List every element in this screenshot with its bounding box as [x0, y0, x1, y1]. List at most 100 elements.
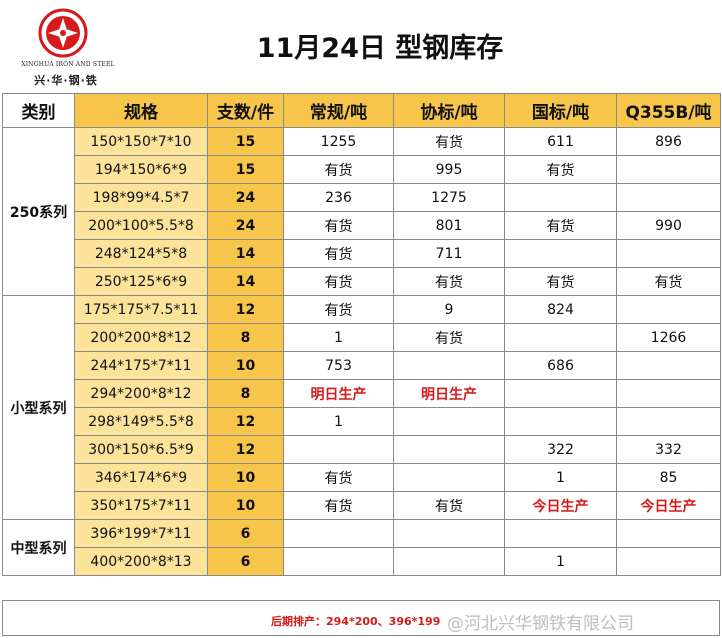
regular-cell: 1 [283, 323, 394, 352]
regular-cell: 明日生产 [283, 379, 394, 408]
spec-cell: 194*150*6*9 [74, 155, 208, 184]
national-cell [504, 183, 617, 212]
regular-cell: 有货 [283, 491, 394, 520]
inventory-body: 250系列 150*150*7*10 15 1255 有货 611 896 194*150*6… [2, 127, 721, 576]
xinghua-logo-icon [38, 8, 88, 58]
regular-cell: 有货 [283, 267, 394, 296]
table-row: 小型系列 175*175*7.5*11 12 有货 9 824 [2, 295, 721, 520]
count-cell: 10 [207, 463, 284, 492]
header-category: 类别 [2, 93, 75, 128]
assoc-cell [393, 351, 505, 380]
spec-cell: 198*99*4.5*7 [74, 183, 208, 212]
assoc-cell: 明日生产 [393, 379, 505, 408]
spec-cell: 175*175*7.5*11 [74, 295, 208, 324]
count-cell: 24 [207, 211, 284, 240]
page-header: XINGHUA IRON AND STEEL 兴·华·钢·铁 11月24日 型钢… [0, 0, 722, 93]
table-row: 350*175*7*11 10 有货 有货 今日生产 今日生产 [3, 491, 721, 520]
count-cell: 14 [207, 267, 284, 296]
footer-note: 后期排产：294*200、396*199 [271, 615, 441, 628]
regular-cell: 有货 [283, 155, 394, 184]
national-cell [504, 323, 617, 352]
category-cell: 中型系列 [2, 519, 75, 576]
count-cell: 10 [207, 491, 284, 520]
table-row: 294*200*8*12 8 明日生产 明日生产 [3, 379, 721, 408]
q355b-cell: 今日生产 [616, 491, 721, 520]
count-cell: 8 [207, 379, 284, 408]
national-cell: 有货 [504, 267, 617, 296]
spec-cell: 150*150*7*10 [74, 127, 208, 156]
spec-cell: 346*174*6*9 [74, 463, 208, 492]
logo-english-text: XINGHUA IRON AND STEEL [21, 61, 115, 68]
q355b-cell [616, 351, 721, 380]
table-row: 194*150*6*9 15 有货 995 有货 [3, 155, 721, 184]
national-cell: 686 [504, 351, 617, 380]
logo-chinese-text: 兴·华·钢·铁 [34, 74, 98, 87]
q355b-cell [616, 407, 721, 436]
q355b-cell [616, 547, 721, 576]
assoc-cell [393, 407, 505, 436]
assoc-cell: 有货 [393, 323, 505, 352]
regular-cell: 有货 [283, 239, 394, 268]
regular-cell: 1 [283, 407, 394, 436]
assoc-cell: 有货 [393, 267, 505, 296]
q355b-cell: 85 [616, 463, 721, 492]
count-cell: 15 [207, 155, 284, 184]
watermark: @河北兴华钢铁有限公司 [447, 614, 634, 634]
q355b-cell [616, 519, 721, 548]
q355b-cell: 有货 [616, 267, 721, 296]
national-cell: 322 [504, 435, 617, 464]
national-cell: 有货 [504, 211, 617, 240]
national-cell [504, 379, 617, 408]
count-cell: 12 [207, 295, 284, 324]
assoc-cell: 9 [393, 295, 505, 324]
spec-cell: 200*100*5.5*8 [74, 211, 208, 240]
count-cell: 12 [207, 435, 284, 464]
national-cell: 1 [504, 547, 617, 576]
count-cell: 15 [207, 127, 284, 156]
assoc-cell: 1275 [393, 183, 505, 212]
inventory-table: 类别 规格 支数/件 常规/吨 协标/吨 国标/吨 Q355B/吨 250系列 1… [2, 93, 721, 576]
regular-cell: 有货 [283, 211, 394, 240]
table-row: 中型系列 396*199*7*11 6 [2, 519, 721, 576]
count-cell: 10 [207, 351, 284, 380]
regular-cell [283, 435, 394, 464]
regular-cell: 有货 [283, 463, 394, 492]
q355b-cell [616, 295, 721, 324]
national-cell [504, 407, 617, 436]
table-row: 346*174*6*9 10 有货 1 85 [3, 463, 721, 492]
q355b-cell: 896 [616, 127, 721, 156]
count-cell: 12 [207, 407, 284, 436]
count-cell: 24 [207, 183, 284, 212]
q355b-cell [616, 379, 721, 408]
header-regular: 常规/吨 [283, 93, 394, 128]
header-row: 类别 规格 支数/件 常规/吨 协标/吨 国标/吨 Q355B/吨 [2, 93, 721, 128]
spec-cell: 350*175*7*11 [74, 491, 208, 520]
assoc-cell: 801 [393, 211, 505, 240]
table-row: 200*100*5.5*8 24 有货 801 有货 990 [3, 211, 721, 240]
regular-cell: 有货 [283, 295, 394, 324]
regular-cell: 236 [283, 183, 394, 212]
assoc-cell: 711 [393, 239, 505, 268]
q355b-cell: 332 [616, 435, 721, 464]
table-row: 298*149*5.5*8 12 1 [3, 407, 721, 436]
regular-cell: 753 [283, 351, 394, 380]
regular-cell [283, 547, 394, 576]
spec-cell: 200*200*8*12 [74, 323, 208, 352]
table-row: 250系列 150*150*7*10 15 1255 有货 611 896 [2, 127, 721, 296]
q355b-cell: 990 [616, 211, 721, 240]
assoc-cell [393, 435, 505, 464]
company-logo: XINGHUA IRON AND STEEL 兴·华·钢·铁 [18, 6, 115, 90]
spec-cell: 300*150*6.5*9 [74, 435, 208, 464]
spec-cell: 250*125*6*9 [74, 267, 208, 296]
spec-cell: 294*200*8*12 [74, 379, 208, 408]
national-cell: 有货 [504, 155, 617, 184]
regular-cell: 1255 [283, 127, 394, 156]
spec-cell: 400*200*8*13 [74, 547, 208, 576]
header-q355b: Q355B/吨 [616, 93, 721, 128]
table-row: 300*150*6.5*9 12 322 332 [3, 435, 721, 464]
q355b-cell [616, 155, 721, 184]
regular-cell [283, 519, 394, 548]
assoc-cell: 有货 [393, 491, 505, 520]
assoc-cell [393, 519, 505, 548]
table-row: 400*200*8*13 6 1 [3, 547, 721, 576]
